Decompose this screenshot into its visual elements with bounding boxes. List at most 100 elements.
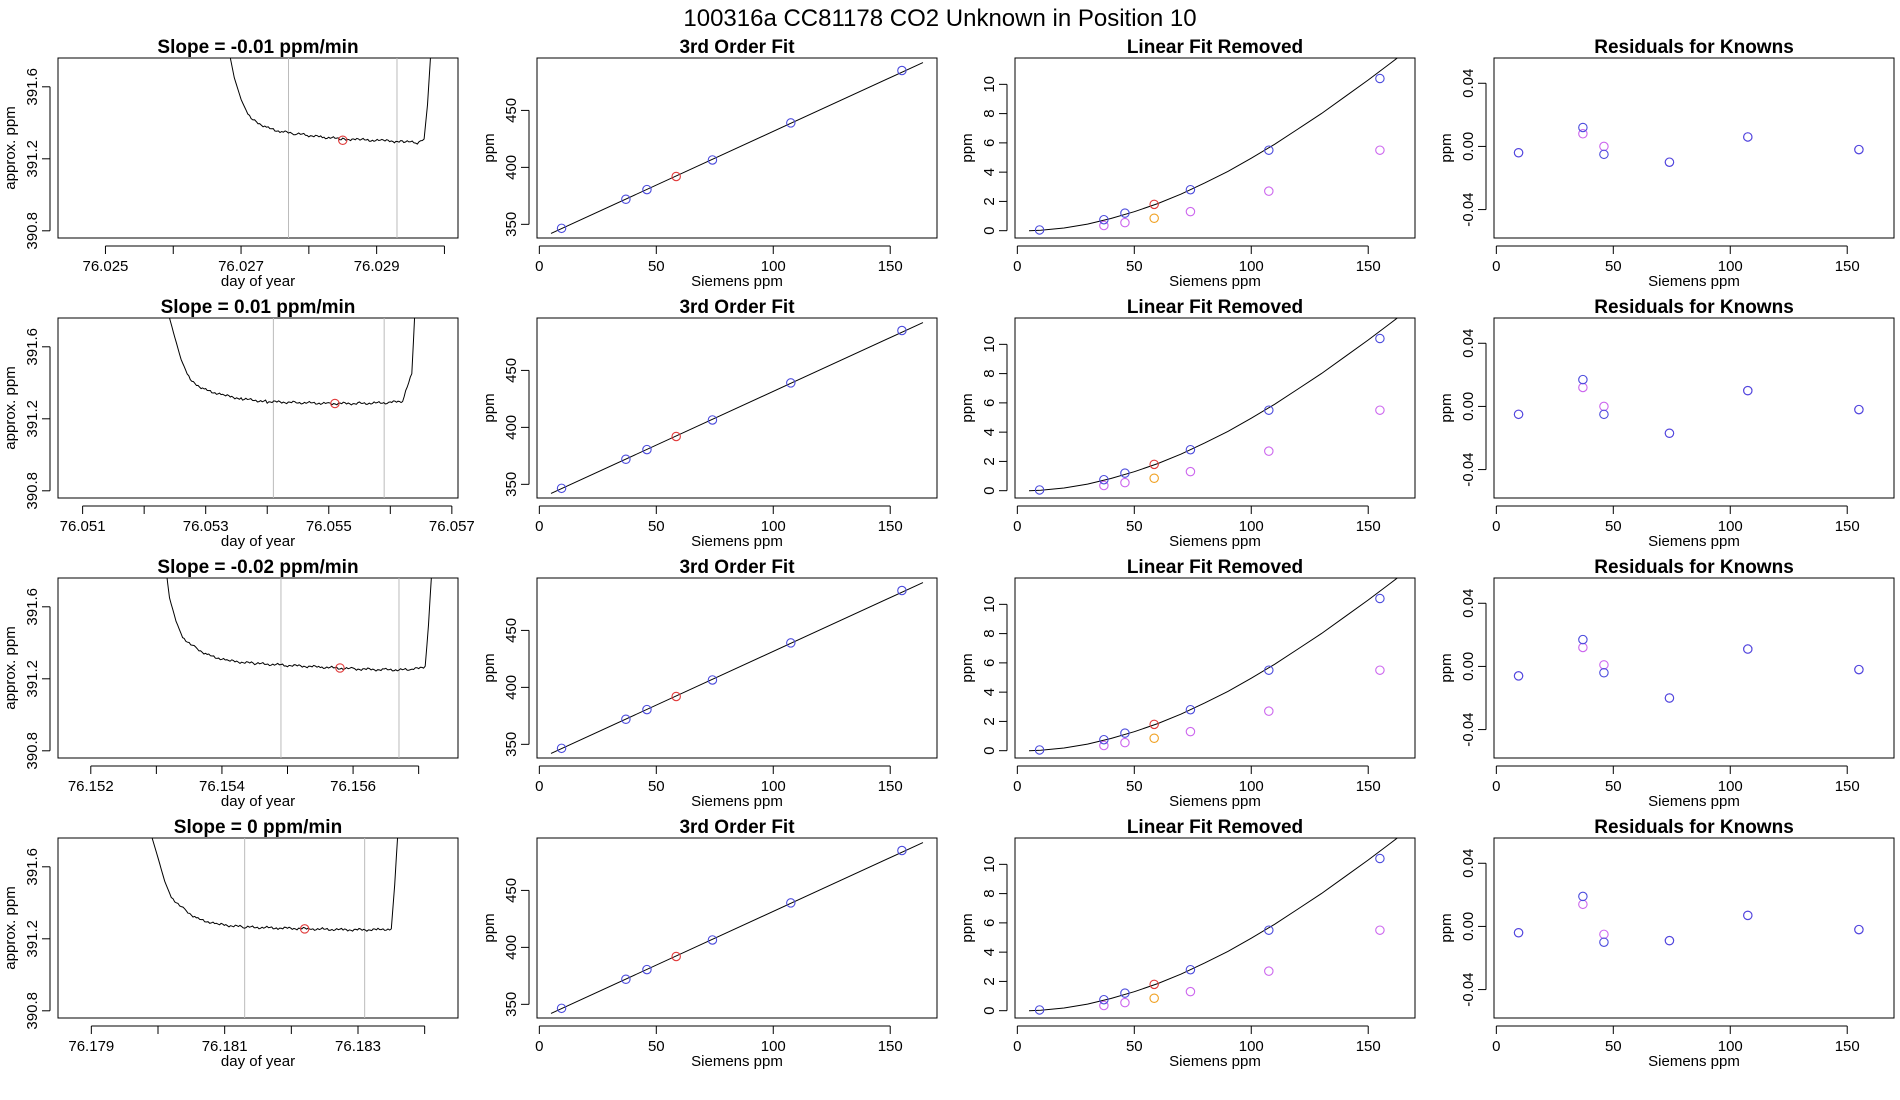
x-tick-label: 100 [1718,518,1743,535]
panel-r0-c1: 3rd Order Fit 0 50 100 150 350 400 450 Siemens p… [481,37,938,290]
known-standard-point [1185,704,1196,715]
plot-area [151,838,399,1018]
y-tick-label: 8 [981,889,998,897]
residual-known-point [1578,891,1588,902]
unknown-linear-removed-point [1149,993,1159,1003]
plot-area [1513,374,1864,439]
y-tick-label: 0.04 [1460,849,1477,878]
fit-line [550,62,924,234]
plot-frame [1014,837,1416,1019]
x-tick-label: 150 [1835,778,1860,795]
y-tick-label: 0.04 [1460,69,1477,98]
known-standard-point [786,118,796,128]
residual-known-point [1664,157,1675,167]
plot-area [550,62,924,234]
linear-removed-point [1120,997,1130,1008]
known-standard-point [707,675,718,685]
known-standard-point [1099,734,1109,745]
y-axis-label: ppm [481,913,498,942]
y-tick-label: 400 [503,415,520,440]
x-tick-label: 50 [1126,1038,1143,1055]
x-tick-label: 100 [1718,778,1743,795]
y-axis-label: ppm [959,133,976,162]
known-standard-point [642,704,652,715]
fit-line [550,582,924,754]
x-tick-label: 50 [1605,518,1622,535]
y-axis-label: ppm [1438,653,1455,682]
known-standard-point [621,974,631,985]
plot-frame [57,577,459,759]
y-axis-label: ppm [959,653,976,682]
x-tick-label: 0 [535,518,543,535]
y-tick-label: 0.04 [1460,329,1477,358]
x-tick-label: 76.055 [306,518,352,535]
x-tick-label: 150 [1356,778,1381,795]
known-standard-point [621,454,631,465]
x-axis-label: Siemens ppm [1169,793,1261,810]
x-tick-label: 150 [878,518,903,535]
concentration-trace [229,58,431,145]
x-axis-label: day of year [221,1053,295,1070]
known-standard-point [897,325,907,336]
y-tick-label: 350 [503,732,520,757]
residual-known-point [1664,428,1675,439]
x-tick-label: 150 [1356,518,1381,535]
y-tick-label: 2 [981,977,998,985]
panel-r1-c2: Linear Fit Removed 0 50 100 150 0 2 4 6 8 10 Siemen… [959,297,1416,550]
x-tick-label: 76.057 [429,518,475,535]
sample-mean-marker [299,924,310,934]
known-standard-point [642,964,652,975]
known-standard-point [1185,964,1196,975]
panel-r1-c3: Residuals for Knowns 0 50 100 150 -0.04 0.00 0.… [1438,297,1895,550]
y-tick-label: 391.2 [24,920,41,958]
y-tick-label: 4 [981,428,998,436]
cubic-fit-curve [1028,318,1399,492]
y-tick-label: 6 [981,919,998,927]
plot-area [550,842,924,1014]
panel-r2-c2: Linear Fit Removed 0 50 100 150 0 2 4 6 8 10 Siemen… [959,557,1416,810]
y-tick-label: 4 [981,948,998,956]
linear-removed-point [1099,480,1109,491]
y-tick-label: 390.8 [24,212,41,250]
known-standard-point [1034,485,1045,495]
x-axis-label: Siemens ppm [1169,533,1261,550]
panel-r3-c0: Slope = 0 ppm/min 76.179 76.181 76.183 390.8… [2,817,459,1070]
x-tick-label: 0 [1492,778,1500,795]
y-tick-label: 6 [981,399,998,407]
y-tick-label: 10 [981,856,998,873]
x-tick-label: 76.025 [83,258,129,275]
plot-frame [536,317,938,499]
x-tick-label: 50 [1605,778,1622,795]
x-tick-label: 150 [1835,518,1860,535]
panel-title: Linear Fit Removed [1127,557,1303,578]
x-tick-label: 100 [1239,778,1264,795]
residual-known-point [1599,149,1609,160]
residual-linear-point [1578,382,1588,393]
x-tick-label: 0 [1013,1038,1021,1055]
residual-known-point [1743,385,1753,396]
known-standard-point [1264,145,1274,155]
cubic-fit-curve [1028,838,1399,1012]
x-tick-label: 76.181 [202,1038,248,1055]
x-axis-label: Siemens ppm [1169,1053,1261,1070]
x-axis-label: Siemens ppm [1648,533,1740,550]
x-tick-label: 76.051 [60,518,106,535]
residual-known-point [1599,409,1609,420]
residual-known-point [1743,644,1753,654]
linear-removed-point [1185,466,1196,477]
x-tick-label: 100 [761,258,786,275]
panel-title: 3rd Order Fit [679,37,795,58]
known-standard-point [786,898,796,908]
residual-known-point [1743,132,1753,142]
y-axis-label: ppm [481,133,498,162]
x-tick-label: 76.053 [183,518,229,535]
y-tick-label: 10 [981,336,998,353]
known-standard-point [1034,745,1045,755]
y-tick-label: -0.04 [1460,972,1477,1006]
x-tick-label: 100 [1239,1038,1264,1055]
linear-removed-point [1185,206,1196,217]
plot-area [550,322,924,494]
known-standard-point [1375,73,1385,84]
known-standard-point [707,415,718,425]
